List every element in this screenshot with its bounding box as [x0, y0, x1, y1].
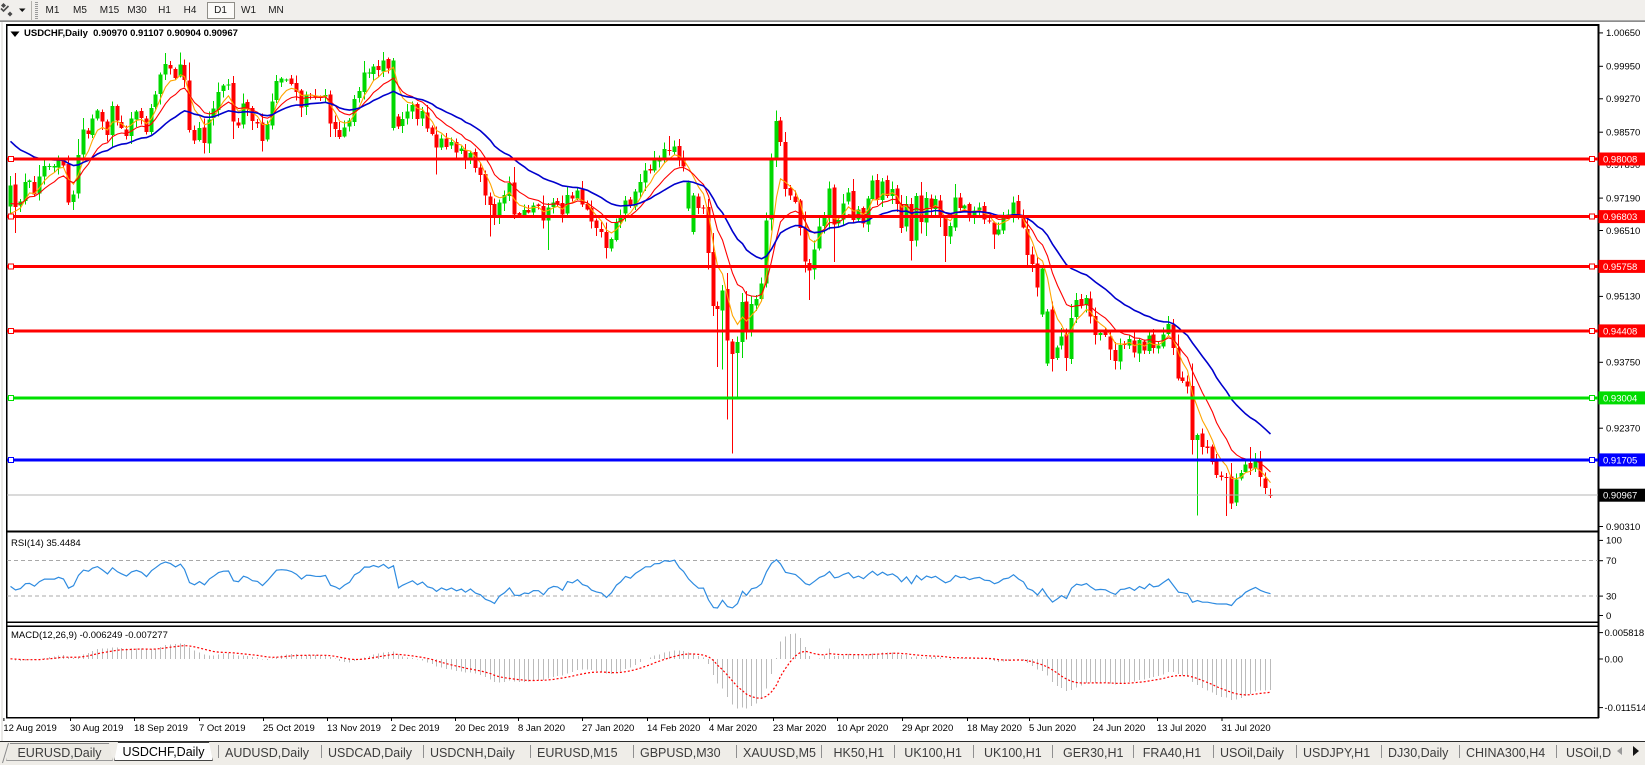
svg-text:0.93004: 0.93004	[1603, 393, 1637, 404]
svg-text:10 Apr 2020: 10 Apr 2020	[837, 723, 888, 734]
svg-text:5 Jun 2020: 5 Jun 2020	[1029, 723, 1076, 734]
svg-text:0.90967: 0.90967	[1603, 491, 1637, 502]
svg-text:20 Dec 2019: 20 Dec 2019	[455, 723, 509, 734]
svg-text:USDCHF,Daily 0.90970 0.91107: USDCHF,Daily 0.90970 0.91107 0.90904 0.9…	[24, 28, 238, 39]
svg-text:13 Jul 2020: 13 Jul 2020	[1157, 723, 1206, 734]
svg-text:14 Feb 2020: 14 Feb 2020	[647, 723, 700, 734]
svg-text:0.93750: 0.93750	[1606, 358, 1640, 369]
svg-text:2 Dec 2019: 2 Dec 2019	[391, 723, 440, 734]
svg-text:30: 30	[1606, 591, 1617, 602]
svg-text:0.99950: 0.99950	[1606, 62, 1640, 73]
svg-text:0.97190: 0.97190	[1606, 193, 1640, 204]
svg-text:0.95130: 0.95130	[1606, 292, 1640, 303]
svg-text:1.00650: 1.00650	[1606, 28, 1640, 39]
svg-text:RSI(14) 35.4484: RSI(14) 35.4484	[11, 538, 81, 549]
svg-text:0.96803: 0.96803	[1603, 212, 1637, 223]
svg-text:27 Jan 2020: 27 Jan 2020	[582, 723, 634, 734]
svg-text:70: 70	[1606, 556, 1617, 567]
svg-text:0.00: 0.00	[1605, 654, 1624, 665]
svg-text:0.95758: 0.95758	[1603, 262, 1637, 273]
svg-text:18 May 2020: 18 May 2020	[967, 723, 1022, 734]
svg-text:13 Nov 2019: 13 Nov 2019	[327, 723, 381, 734]
svg-text:31 Jul 2020: 31 Jul 2020	[1222, 723, 1271, 734]
svg-text:0: 0	[1606, 611, 1611, 622]
svg-text:24 Jun 2020: 24 Jun 2020	[1093, 723, 1145, 734]
svg-text:30 Aug 2019: 30 Aug 2019	[70, 723, 123, 734]
svg-text:23 Mar 2020: 23 Mar 2020	[773, 723, 826, 734]
svg-text:25 Oct 2019: 25 Oct 2019	[263, 723, 315, 734]
svg-text:7 Oct 2019: 7 Oct 2019	[199, 723, 245, 734]
svg-text:0.96510: 0.96510	[1606, 226, 1640, 237]
svg-text:29 Apr 2020: 29 Apr 2020	[902, 723, 953, 734]
svg-text:-0.011514: -0.011514	[1605, 703, 1645, 714]
svg-text:4 Mar 2020: 4 Mar 2020	[709, 723, 757, 734]
svg-text:100: 100	[1606, 536, 1622, 547]
svg-text:0.90310: 0.90310	[1606, 522, 1640, 533]
svg-text:8 Jan 2020: 8 Jan 2020	[518, 723, 565, 734]
svg-text:0.91705: 0.91705	[1603, 455, 1637, 466]
svg-text:MACD(12,26,9) -0.006249 -0.007: MACD(12,26,9) -0.006249 -0.007277	[11, 630, 168, 641]
svg-text:0.92370: 0.92370	[1606, 424, 1640, 435]
svg-text:12 Aug 2019: 12 Aug 2019	[3, 723, 56, 734]
svg-text:18 Sep 2019: 18 Sep 2019	[134, 723, 188, 734]
svg-text:0.98570: 0.98570	[1606, 128, 1640, 139]
svg-text:0.99270: 0.99270	[1606, 94, 1640, 105]
svg-text:0.005818: 0.005818	[1605, 628, 1645, 639]
svg-text:0.94408: 0.94408	[1603, 326, 1637, 337]
svg-text:0.98008: 0.98008	[1603, 154, 1637, 165]
